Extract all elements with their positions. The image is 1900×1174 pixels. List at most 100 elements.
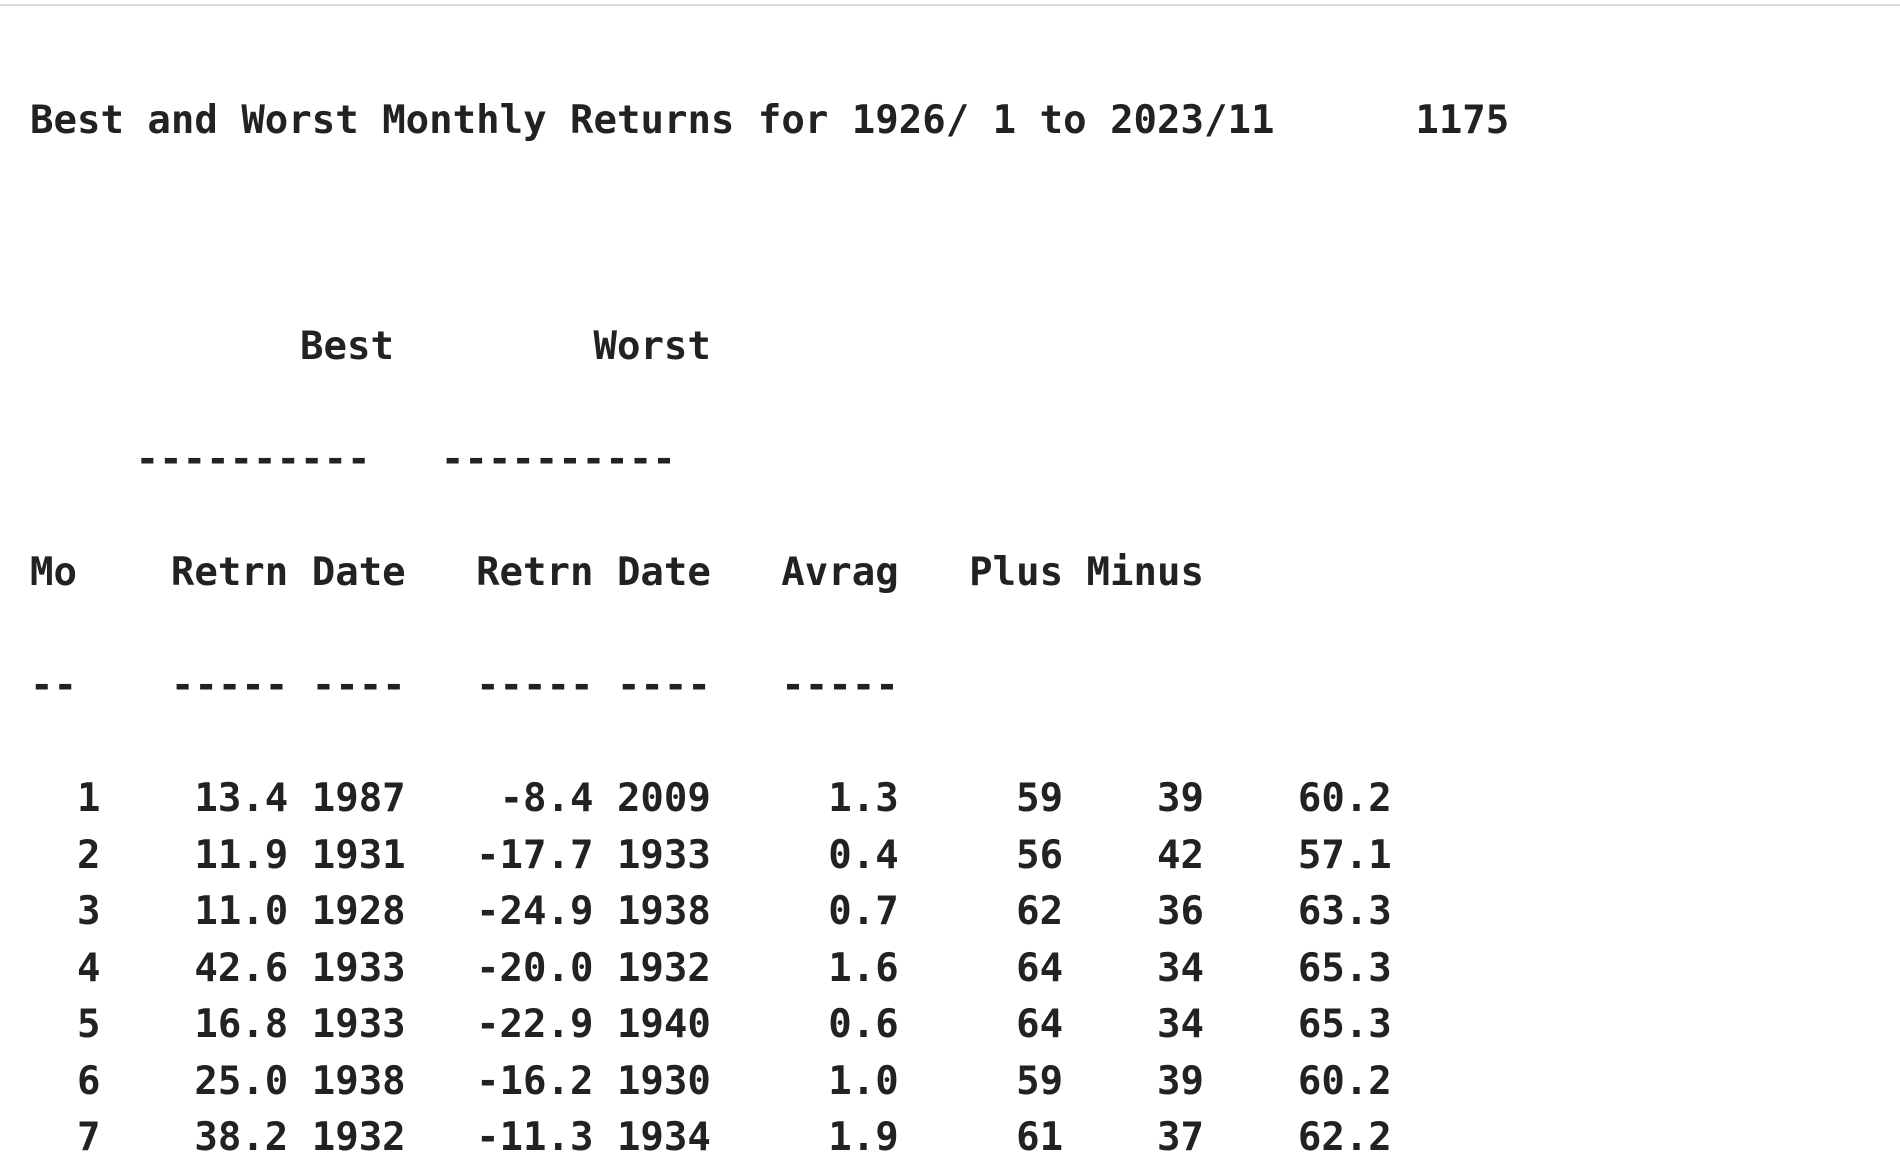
dash-avg: ----- [711,658,899,715]
cell-worst_date: 1940 [593,997,710,1054]
table-row: 113.41987-8.420091.3593960.2 [30,771,1870,828]
cell-minus: 36 [1063,884,1204,941]
col-avrag: Avrag [711,545,899,602]
report-page: Best and Worst Monthly Returns for 1926/… [0,6,1900,1174]
table-row: 738.21932-11.319341.9613762.2 [30,1110,1870,1167]
col-plus: Plus [899,545,1063,602]
cell-plus_pct: 65.3 [1204,941,1392,998]
cell-worst_date: 1933 [593,828,710,885]
cell-minus: 36 [1063,1167,1204,1174]
cell-worst_retrn: -17.7 [406,828,594,885]
data-rows: 113.41987-8.420091.3593960.2211.91931-17… [30,771,1870,1174]
group-header-best-2: Best [288,319,405,376]
cell-best_retrn: 38.2 [100,1110,288,1167]
cell-mo: 1 [30,771,100,828]
cell-worst_date: 1932 [593,941,710,998]
cell-plus_pct: 65.3 [1204,997,1392,1054]
cell-plus_pct: 63.3 [1204,1167,1392,1174]
table-row: 516.81933-22.919400.6643465.3 [30,997,1870,1054]
cell-mo: 3 [30,884,100,941]
spacer [30,319,100,376]
cell-plus: 61 [899,1110,1063,1167]
cell-worst_retrn: -14.5 [406,1167,594,1174]
blank-row [30,206,1870,263]
cell-worst_retrn: -24.9 [406,884,594,941]
cell-worst_retrn: -11.3 [406,1110,594,1167]
cell-mo: 2 [30,828,100,885]
table-row: 442.61933-20.019321.6643465.3 [30,941,1870,998]
cell-minus: 34 [1063,941,1204,998]
cell-plus: 62 [899,884,1063,941]
cell-plus_pct: 63.3 [1204,884,1392,941]
cell-best_date: 1928 [288,884,405,941]
cell-avrag: 0.7 [711,884,899,941]
cell-worst_retrn: -20.0 [406,941,594,998]
cell-plus: 56 [899,828,1063,885]
col-best-date: Date [288,545,405,602]
cell-plus: 59 [899,1054,1063,1111]
cell-worst_date: 1998 [593,1167,710,1174]
cell-minus: 39 [1063,771,1204,828]
cell-minus: 39 [1063,1054,1204,1111]
cell-plus_pct: 60.2 [1204,771,1392,828]
col-mo: Mo [30,545,100,602]
dash-wret: ----- [406,658,594,715]
cell-worst_date: 2009 [593,771,710,828]
group-dash-best: ---------- [100,432,405,489]
cell-worst_date: 1938 [593,884,710,941]
cell-plus_pct: 57.1 [1204,828,1392,885]
cell-plus_pct: 60.2 [1204,1054,1392,1111]
dash-bdate: ---- [288,658,405,715]
table-row: 838.71932-14.519981.2623663.3 [30,1167,1870,1174]
cell-best_date: 1932 [288,1167,405,1174]
cell-worst_retrn: -8.4 [406,771,594,828]
cell-avrag: 1.9 [711,1110,899,1167]
column-dash-row: ------------------------- [30,658,1870,715]
table-row: 625.01938-16.219301.0593960.2 [30,1054,1870,1111]
cell-best_retrn: 11.9 [100,828,288,885]
cell-best_retrn: 13.4 [100,771,288,828]
cell-avrag: 1.2 [711,1167,899,1174]
cell-minus: 42 [1063,828,1204,885]
cell-mo: 6 [30,1054,100,1111]
column-header-row: MoRetrnDateRetrnDateAvragPlusMinus [30,545,1870,602]
group-header-row: Best Worst [30,319,1870,376]
cell-best_retrn: 16.8 [100,997,288,1054]
cell-best_date: 1931 [288,828,405,885]
cell-best_date: 1933 [288,997,405,1054]
cell-plus: 64 [899,997,1063,1054]
cell-worst_date: 1930 [593,1054,710,1111]
cell-plus_pct: 62.2 [1204,1110,1392,1167]
col-worst-retrn: Retrn [406,545,594,602]
cell-mo: 7 [30,1110,100,1167]
col-minus: Minus [1063,545,1204,602]
cell-plus: 59 [899,771,1063,828]
spacer [406,319,594,376]
cell-mo: 5 [30,997,100,1054]
cell-minus: 37 [1063,1110,1204,1167]
dash-mo: -- [30,658,100,715]
cell-plus: 64 [899,941,1063,998]
cell-avrag: 1.3 [711,771,899,828]
cell-best_date: 1933 [288,941,405,998]
cell-avrag: 0.4 [711,828,899,885]
dash-wdate: ---- [593,658,710,715]
cell-mo: 4 [30,941,100,998]
group-header-worst: Worst [593,319,710,376]
cell-minus: 34 [1063,997,1204,1054]
table-row: 311.01928-24.919380.7623663.3 [30,884,1870,941]
cell-avrag: 0.6 [711,997,899,1054]
cell-best_date: 1932 [288,1110,405,1167]
dash-bret: ----- [100,658,288,715]
cell-best_date: 1938 [288,1054,405,1111]
group-dash-row: -------------------- [30,432,1870,489]
cell-best_retrn: 42.6 [100,941,288,998]
spacer [30,432,100,489]
col-best-retrn: Retrn [100,545,288,602]
page-title: Best and Worst Monthly Returns for 1926/… [30,98,1274,143]
cell-worst_date: 1934 [593,1110,710,1167]
table-row: 211.91931-17.719330.4564257.1 [30,828,1870,885]
group-header-best [100,319,288,376]
cell-worst_retrn: -22.9 [406,997,594,1054]
cell-worst_retrn: -16.2 [406,1054,594,1111]
